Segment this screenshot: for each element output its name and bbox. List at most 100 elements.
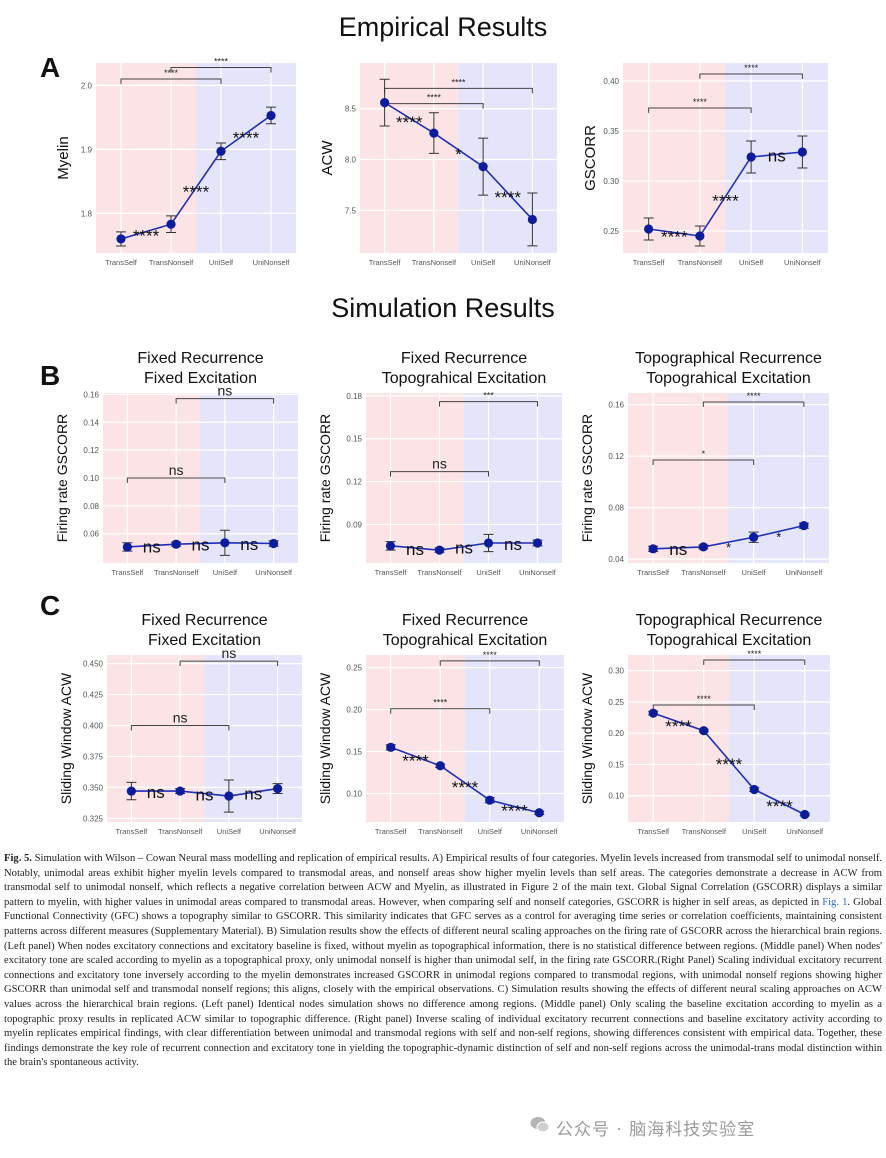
bracket-label: **** [747,391,762,401]
chart-title-line: Topograhical Excitation [382,370,547,387]
data-point [380,98,390,108]
panel-letter-a: A [40,52,61,83]
chart-b3: 0.04 0.08 0.12 0.16 TransSelf TransNonself Uni… [579,350,829,577]
figure-caption: Fig. 5. Simulation with Wilson – Cowan N… [4,852,882,1071]
bracket-label: **** [747,649,762,659]
y-tick-label: 0.350 [83,783,104,792]
y-tick-label: 0.14 [83,418,99,427]
significance-bracket [170,66,272,73]
y-tick-label: 0.10 [346,789,362,798]
self-region-band [366,393,464,563]
empirical-results-title: Empirical Results [338,12,548,42]
data-point [171,539,181,549]
x-tick-label: TransSelf [369,258,402,267]
y-axis-label: Sliding Window ACW [579,672,595,804]
nonself-region-band [458,63,557,253]
chart-title-line: Fixed Recurrence [401,350,527,367]
x-tick-label: TransNonself [412,258,457,267]
x-tick-label: TransSelf [115,827,148,836]
series-line [390,542,538,551]
panel-letter-c: C [40,590,61,621]
significance-bracket [699,73,803,79]
data-point [434,545,445,555]
y-tick-label: 2.0 [81,81,93,90]
y-tick-label: 0.20 [608,729,624,738]
nonself-region-band [464,393,562,563]
pairwise-significance-label: **** [396,113,423,132]
x-tick-label: TransNonself [417,568,462,577]
chart-c2: 0.10 0.15 0.20 0.25 TransSelf TransNonself Uni… [317,612,564,836]
chart-a3: 0.25 0.30 0.35 0.40 TransSelf TransNonself Uni… [582,63,828,267]
data-point [122,542,132,552]
x-tick-label: UniSelf [471,258,496,267]
pairwise-significance-label: * [776,529,781,544]
pairwise-significance-label: ns [240,535,258,554]
pairwise-significance-label: **** [661,228,688,247]
y-tick-label: 0.12 [346,478,362,487]
x-tick-label: TransSelf [637,827,670,836]
pairwise-significance-label: ns [406,540,424,559]
y-tick-label: 8.0 [345,156,357,165]
series-line [648,151,803,237]
significance-bracket [390,708,491,714]
pairwise-significance-label: ns [504,535,522,554]
x-tick-label: TransSelf [637,568,670,577]
x-tick-label: TransSelf [105,258,138,267]
y-tick-label: 0.30 [603,177,619,186]
series-line [131,787,278,797]
bracket-label: ns [217,383,232,399]
data-point [698,542,708,552]
caption-lead: Fig. 5. [4,853,32,864]
self-region-band [107,655,205,822]
caption-body-1: Simulation with Wilson – Cowan Neural ma… [4,853,882,908]
pairwise-significance-label: **** [452,778,479,797]
bracket-label: **** [483,650,498,660]
data-point [532,538,543,548]
pairwise-significance-label: **** [712,192,739,211]
y-axis-label: ACW [319,140,336,176]
x-tick-label: UniNonself [514,258,552,267]
y-axis-label: Myelin [55,136,72,179]
pairwise-significance-label: **** [133,227,160,246]
y-tick-label: 0.08 [83,502,99,511]
series-line [390,746,540,814]
data-point [224,791,234,801]
significance-bracket [648,107,752,113]
y-tick-label: 0.400 [83,722,104,731]
chart-title-line: Topographical Recurrence [636,612,823,629]
pairwise-significance-label: **** [766,797,793,816]
bracket-label: * [702,449,706,459]
data-point [746,152,756,162]
data-point [266,110,276,121]
chart-title-line: Fixed Recurrence [141,612,267,629]
wechat-logo-icon [530,1117,550,1133]
pairwise-significance-label: ns [244,784,262,803]
y-axis-label: Sliding Window ACW [58,672,74,804]
x-tick-label: TransSelf [375,827,408,836]
y-tick-label: 0.25 [346,664,362,673]
data-point [269,538,279,549]
data-point [527,214,537,225]
data-point [800,809,810,820]
self-region-band [628,393,729,563]
pairwise-significance-label: ns [196,786,214,805]
nonself-region-band [729,655,830,822]
y-tick-label: 1.8 [81,209,93,218]
chart-title-line: Fixed Excitation [148,632,261,649]
data-point [695,231,705,241]
data-point [220,538,230,548]
y-tick-label: 0.09 [346,520,362,529]
data-point [166,219,176,229]
series-line [653,524,805,550]
data-point [175,786,185,796]
data-point [699,726,709,736]
y-tick-label: 0.12 [83,446,99,455]
data-point [648,708,658,718]
significance-bracket [703,659,806,666]
y-tick-label: 7.5 [345,206,357,215]
chart-title-line: Fixed Recurrence [137,350,263,367]
self-region-band [96,63,196,253]
figure-1-link[interactable]: Fig. 1 [822,896,848,908]
x-tick-label: UniSelf [742,827,767,836]
y-tick-label: 0.450 [83,660,104,669]
